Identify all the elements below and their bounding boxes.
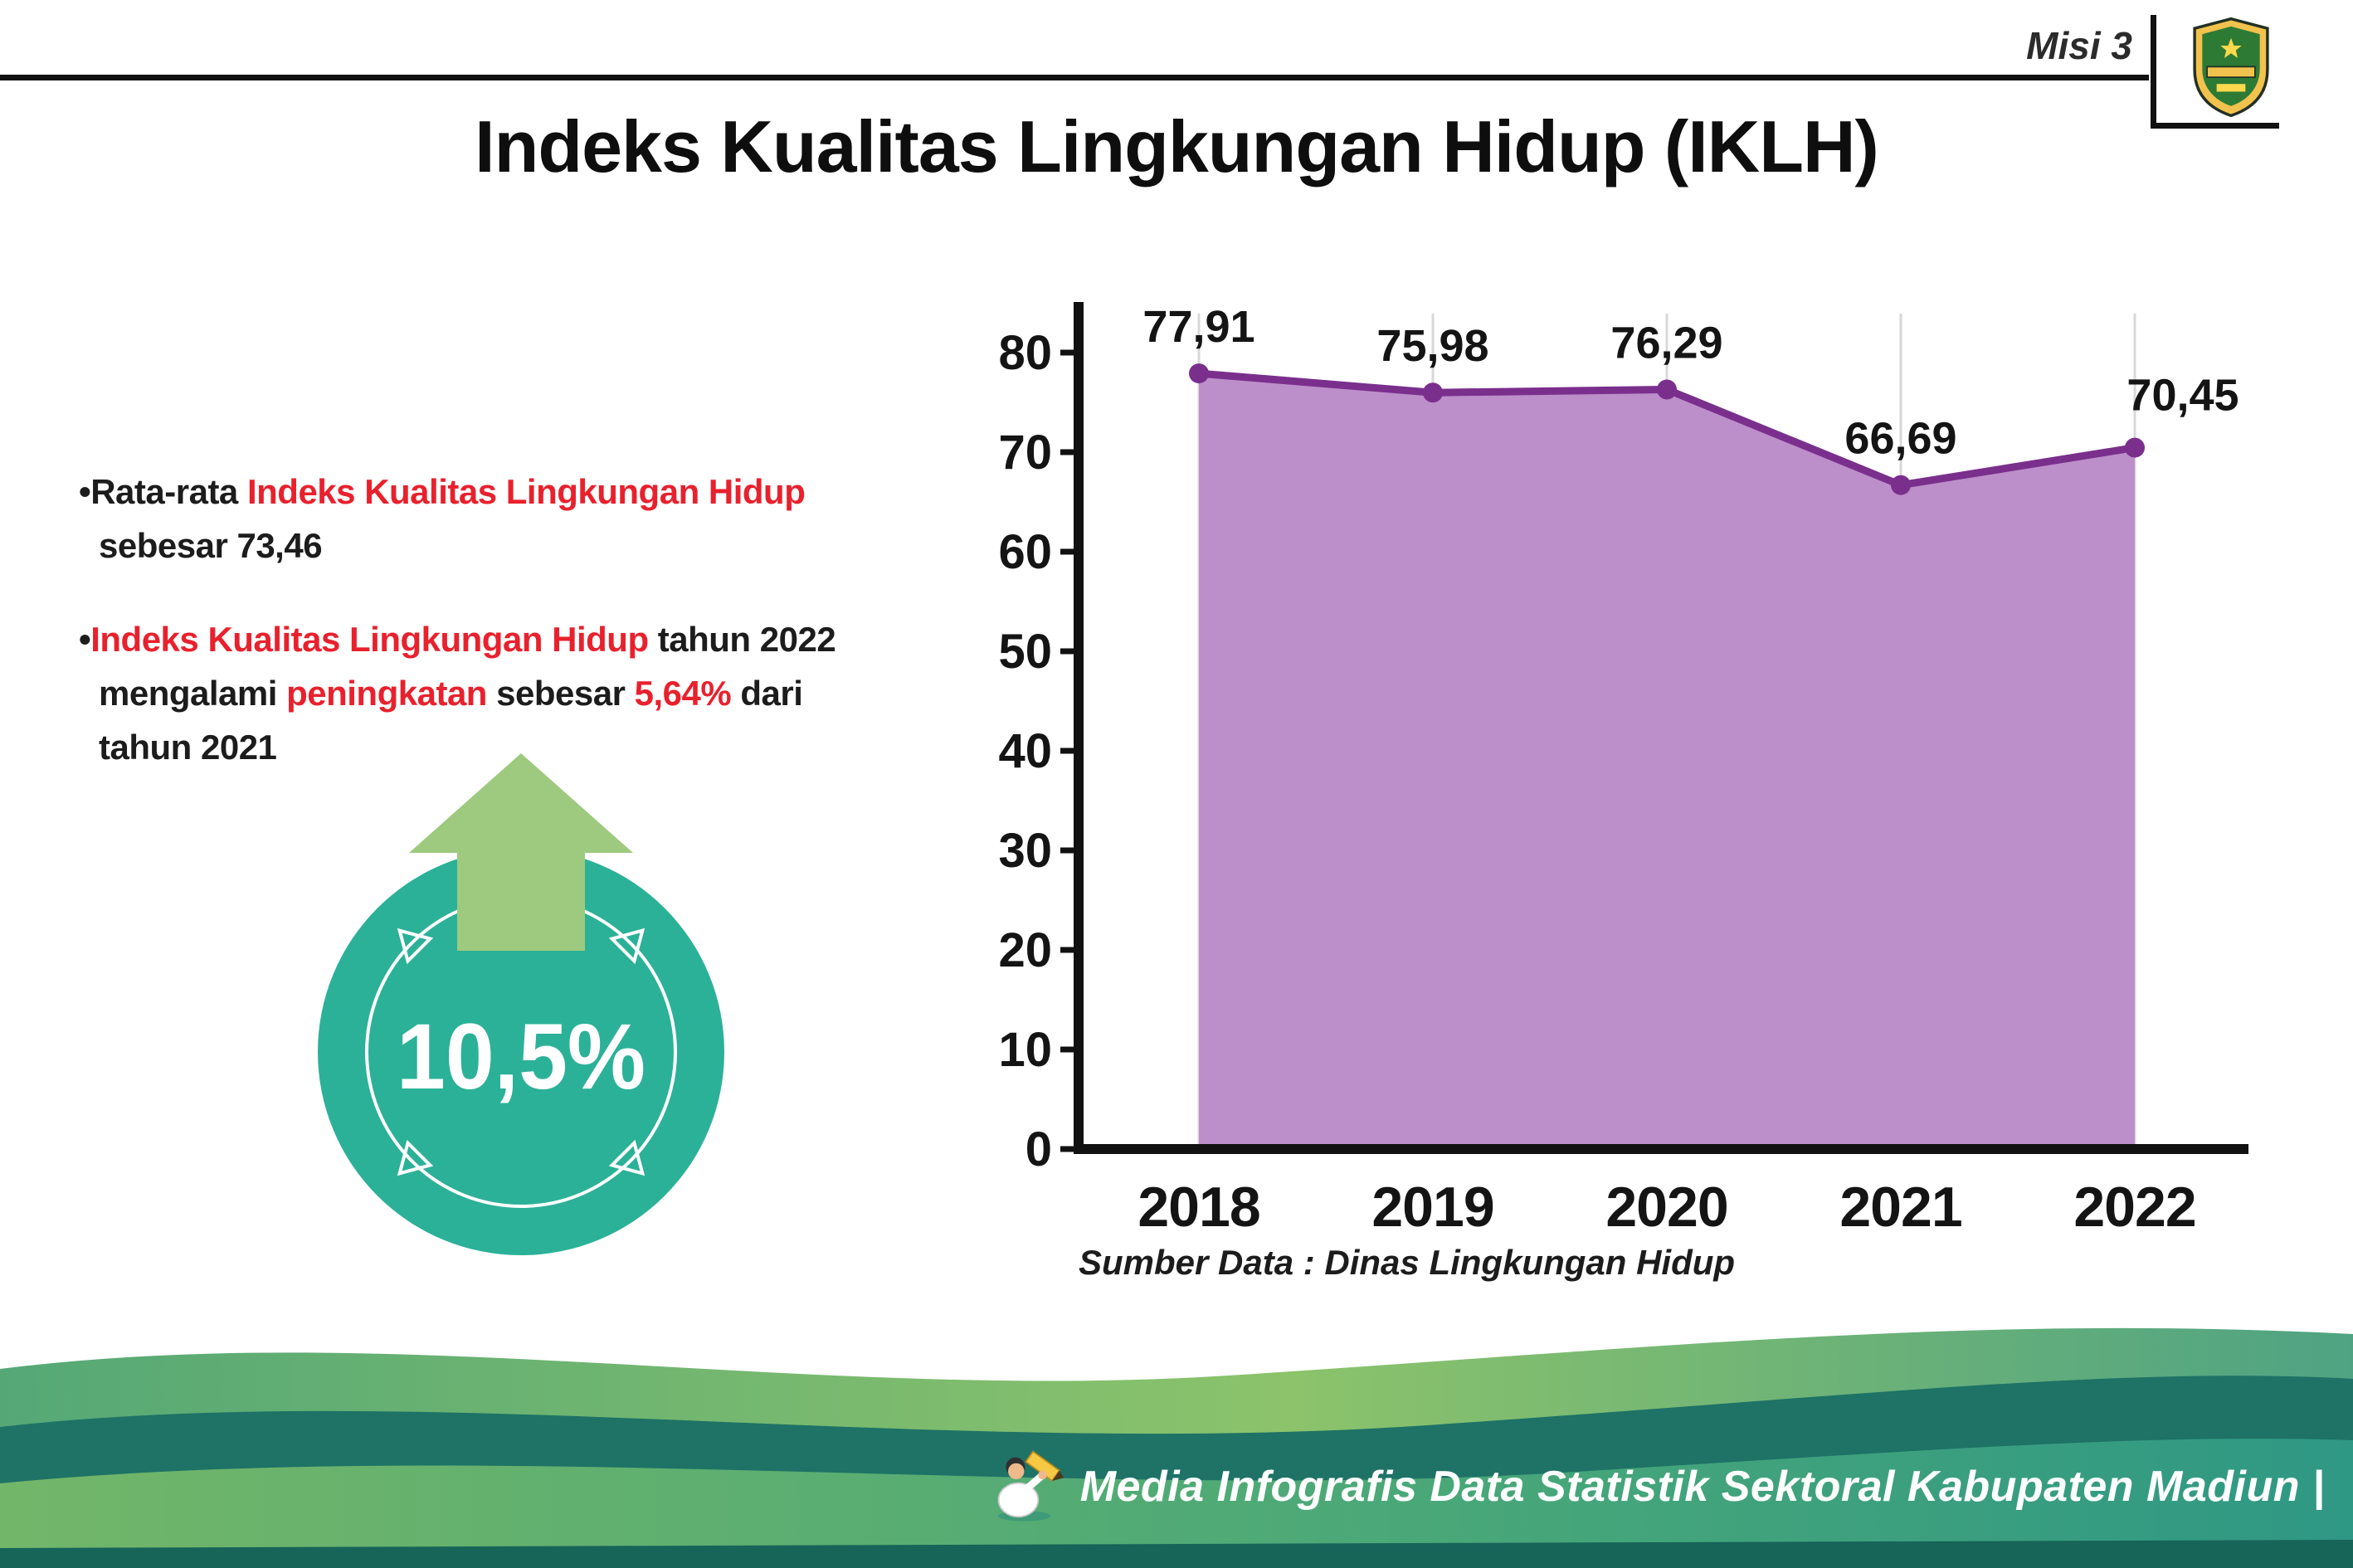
y-tick-label: 0 bbox=[1025, 1122, 1052, 1176]
value-label: 77,91 bbox=[1142, 302, 1254, 352]
x-tick-label: 2018 bbox=[1138, 1176, 1259, 1239]
bullet-increase: •Indeks Kualitas Lingkungan Hidup tahun … bbox=[79, 612, 836, 774]
value-label: 76,29 bbox=[1610, 319, 1722, 368]
y-tick-label: 80 bbox=[998, 326, 1052, 380]
y-tick-label: 50 bbox=[998, 625, 1052, 679]
x-tick-label: 2021 bbox=[1839, 1176, 1961, 1239]
bullet-line: •Indeks Kualitas Lingkungan Hidup tahun … bbox=[79, 620, 836, 660]
chart-source: Sumber Data : Dinas Lingkungan Hidup bbox=[1079, 1243, 1736, 1282]
kabupaten-madiun-logo-icon bbox=[2193, 17, 2269, 118]
y-tick-label: 60 bbox=[998, 525, 1052, 579]
mascot-icon bbox=[997, 1450, 1064, 1522]
y-tick-label: 30 bbox=[998, 824, 1052, 878]
y-tick-label: 70 bbox=[998, 426, 1052, 480]
logo-frame bbox=[2151, 15, 2279, 129]
badge-percent: 10,5% bbox=[397, 1005, 645, 1108]
bullet-average: •Rata-rata Indeks Kualitas Lingkungan Hi… bbox=[79, 465, 835, 572]
bullet-line: tahun 2021 bbox=[99, 728, 277, 767]
footer-waves bbox=[0, 1327, 2353, 1568]
wave-bottom-strip bbox=[0, 1540, 2353, 1568]
misi-label: Misi 3 bbox=[2026, 24, 2132, 67]
bullet-line: mengalami peningkatan sebesar 5,64% dari bbox=[99, 674, 803, 713]
footer: Media Infografis Data Statistik Sektoral… bbox=[989, 1445, 2325, 1528]
area-fill bbox=[1199, 373, 2135, 1149]
data-point bbox=[1891, 475, 1911, 495]
increase-badge: 10,5% bbox=[318, 753, 724, 1255]
data-point bbox=[1189, 363, 1209, 384]
x-tick-label: 2019 bbox=[1371, 1176, 1493, 1239]
bullet-line: sebesar 73,46 bbox=[99, 526, 323, 566]
data-point bbox=[1657, 379, 1677, 400]
y-tick-label: 40 bbox=[998, 724, 1052, 778]
header-rule bbox=[0, 75, 2149, 80]
page-title: Indeks Kualitas Lingkungan Hidup (IKLH) bbox=[475, 105, 1879, 187]
bullet-dot: • bbox=[79, 472, 91, 511]
x-tick-label: 2020 bbox=[1605, 1176, 1727, 1239]
up-arrow-icon bbox=[409, 753, 633, 951]
wave-front bbox=[0, 1439, 2353, 1568]
bullet-dot: • bbox=[79, 620, 91, 660]
footer-caption: Media Infografis Data Statistik Sektoral… bbox=[1079, 1463, 2325, 1511]
key-points: •Rata-rata Indeks Kualitas Lingkungan Hi… bbox=[79, 465, 836, 814]
data-point bbox=[1423, 382, 1443, 403]
x-tick-label: 2022 bbox=[2073, 1176, 2195, 1239]
value-label: 70,45 bbox=[2126, 371, 2239, 421]
data-point bbox=[2125, 437, 2145, 458]
y-tick-label: 20 bbox=[998, 923, 1052, 977]
value-label: 66,69 bbox=[1844, 414, 1956, 464]
value-label: 75,98 bbox=[1376, 321, 1488, 371]
y-tick-label: 10 bbox=[998, 1023, 1052, 1077]
badge-ring-triangles bbox=[397, 928, 645, 1176]
iklh-area-chart: 77,91 75,98 76,29 66,69 70,45 0 10 20 30 40 50 60 70… bbox=[998, 302, 2248, 1239]
bullet-line: •Rata-rata Indeks Kualitas Lingkungan Hi… bbox=[79, 472, 806, 511]
